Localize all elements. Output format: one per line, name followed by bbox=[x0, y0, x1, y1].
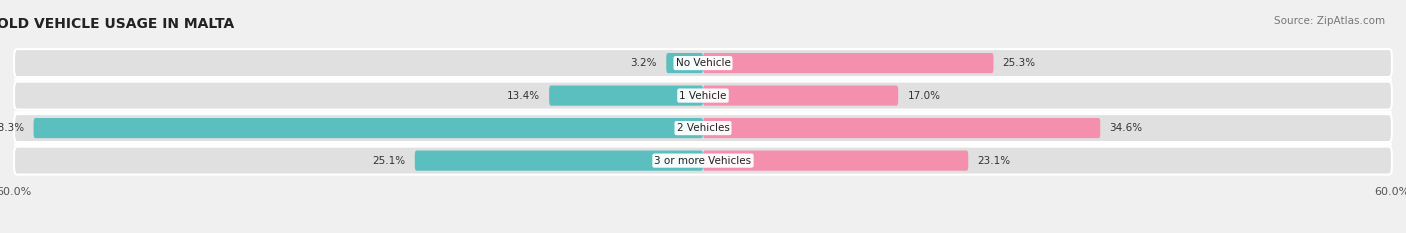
Text: Source: ZipAtlas.com: Source: ZipAtlas.com bbox=[1274, 16, 1385, 26]
Text: 58.3%: 58.3% bbox=[0, 123, 24, 133]
FancyBboxPatch shape bbox=[14, 114, 1392, 142]
Text: 25.1%: 25.1% bbox=[373, 156, 405, 166]
Text: 25.3%: 25.3% bbox=[1002, 58, 1036, 68]
Text: 3.2%: 3.2% bbox=[630, 58, 657, 68]
Text: 13.4%: 13.4% bbox=[506, 91, 540, 101]
FancyBboxPatch shape bbox=[703, 53, 994, 73]
FancyBboxPatch shape bbox=[703, 86, 898, 106]
Text: 34.6%: 34.6% bbox=[1109, 123, 1143, 133]
Text: 17.0%: 17.0% bbox=[907, 91, 941, 101]
Text: 1 Vehicle: 1 Vehicle bbox=[679, 91, 727, 101]
FancyBboxPatch shape bbox=[703, 151, 969, 171]
Text: 2 Vehicles: 2 Vehicles bbox=[676, 123, 730, 133]
FancyBboxPatch shape bbox=[14, 49, 1392, 77]
FancyBboxPatch shape bbox=[415, 151, 703, 171]
FancyBboxPatch shape bbox=[550, 86, 703, 106]
Text: 23.1%: 23.1% bbox=[977, 156, 1011, 166]
FancyBboxPatch shape bbox=[666, 53, 703, 73]
Text: HOUSEHOLD VEHICLE USAGE IN MALTA: HOUSEHOLD VEHICLE USAGE IN MALTA bbox=[0, 17, 235, 31]
FancyBboxPatch shape bbox=[14, 147, 1392, 175]
FancyBboxPatch shape bbox=[14, 82, 1392, 110]
Text: 3 or more Vehicles: 3 or more Vehicles bbox=[654, 156, 752, 166]
FancyBboxPatch shape bbox=[34, 118, 703, 138]
Text: No Vehicle: No Vehicle bbox=[675, 58, 731, 68]
FancyBboxPatch shape bbox=[703, 118, 1101, 138]
